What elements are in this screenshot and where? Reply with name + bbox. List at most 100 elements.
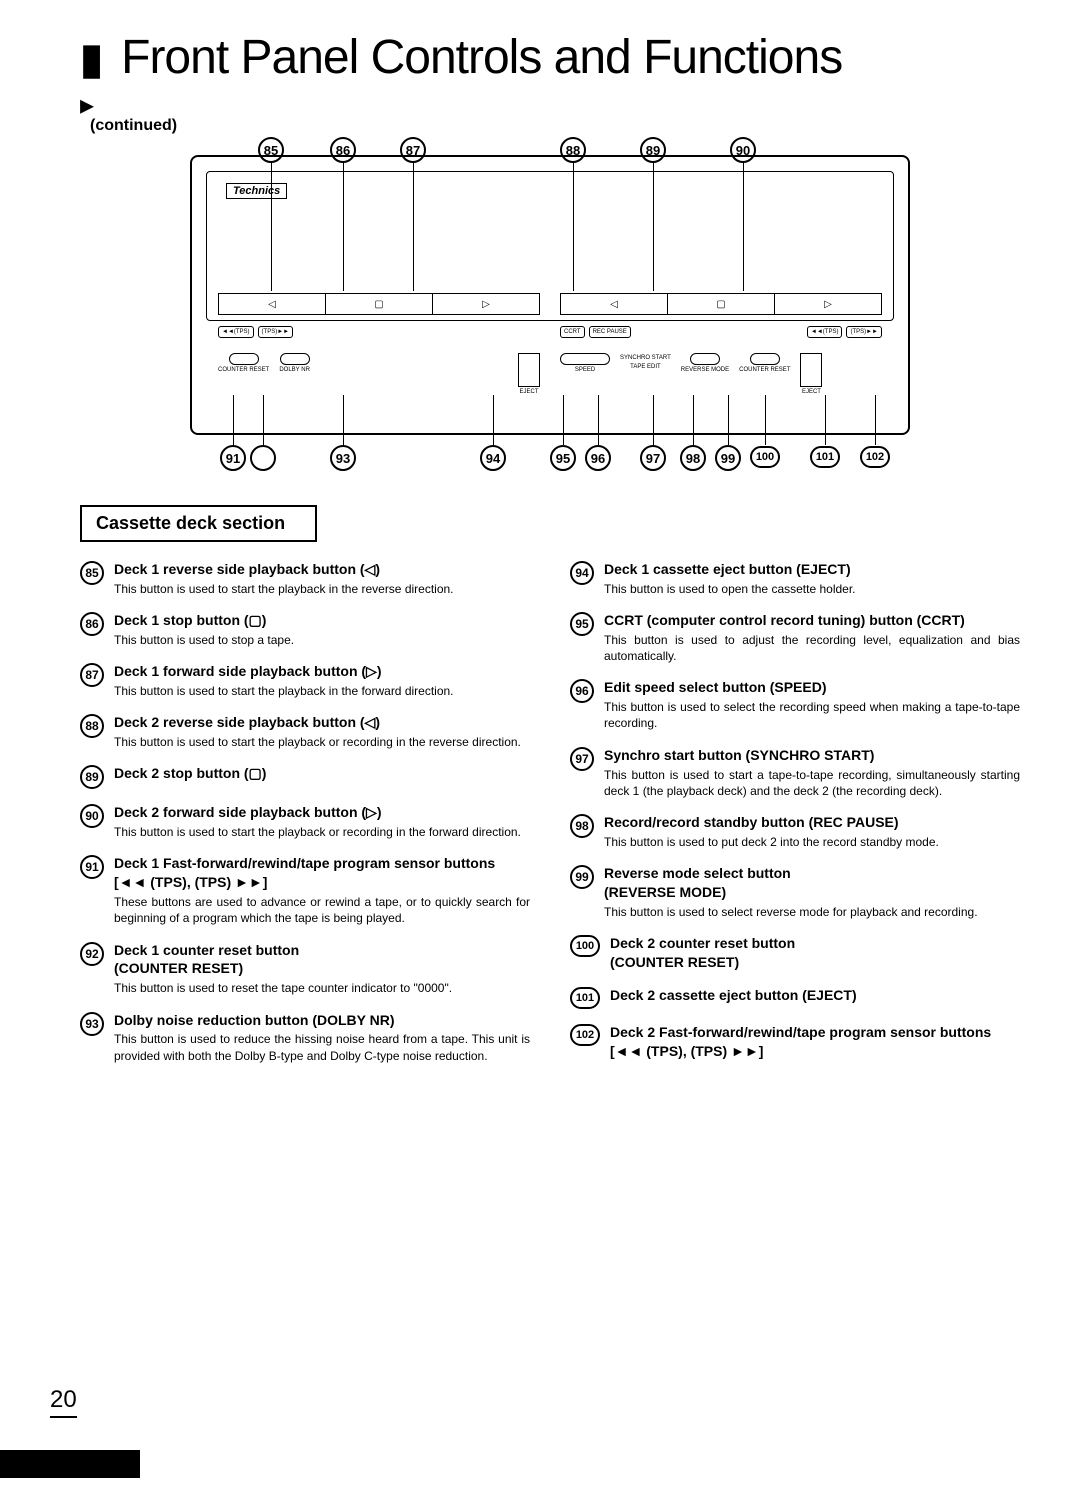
item-body: Deck 2 counter reset button (COUNTER RES…: [610, 934, 1020, 972]
item-96: 96Edit speed select button (SPEED)This b…: [570, 678, 1020, 731]
section-header: Cassette deck section: [80, 505, 317, 542]
diagram-wrap: 85 86 87 88 89 90 Technics ◁ ▢ ▷ ◁ ▢ ▷: [190, 155, 910, 435]
item-title: Deck 1 forward side playback button (▷): [114, 662, 530, 681]
columns: 85Deck 1 reverse side playback button (◁…: [80, 560, 1020, 1078]
item-body: Deck 1 Fast-forward/rewind/tape program …: [114, 854, 530, 926]
deck2-tps-ff: (TPS)►►: [846, 326, 882, 338]
item-100: 100 Deck 2 counter reset button (COUNTER …: [570, 934, 1020, 972]
counter-reset-1: COUNTER RESET: [218, 367, 269, 374]
item-number: 93: [80, 1012, 104, 1036]
item-90: 90Deck 2 forward side playback button (▷…: [80, 803, 530, 840]
item-number: 87: [80, 663, 104, 687]
item-number: 88: [80, 714, 104, 738]
deck1-tps-ff: (TPS)►►: [258, 326, 294, 338]
callout-97: 97: [640, 445, 666, 471]
item-title: Deck 2 cassette eject button (EJECT): [610, 986, 1020, 1005]
callout-102: 102: [860, 446, 890, 468]
title-row: ▮ ▸ Front Panel Controls and Functions: [80, 30, 1020, 113]
deck2-rev-icon: ◁: [560, 293, 668, 315]
item-99: 99 Reverse mode select button (REVERSE MO…: [570, 864, 1020, 920]
left-column: 85Deck 1 reverse side playback button (◁…: [80, 560, 530, 1078]
item-body: Deck 2 Fast-forward/rewind/tape program …: [610, 1023, 1020, 1061]
item-body: Deck 2 stop button (▢): [114, 764, 530, 789]
item-body: Deck 1 reverse side playback button (◁)T…: [114, 560, 530, 597]
item-title: CCRT (computer control record tuning) bu…: [604, 611, 1020, 630]
item-number: 99: [570, 865, 594, 889]
item-number: 102: [570, 1024, 600, 1046]
item-body: Reverse mode select button (REVERSE MODE…: [604, 864, 1020, 920]
deck1-tps-rew: ◄◄(TPS): [218, 326, 254, 338]
item-number: 94: [570, 561, 594, 585]
dolby-nr: DOLBY NR: [279, 367, 310, 374]
item-body: Deck 1 counter reset button (COUNTER RES…: [114, 941, 530, 997]
item-number: 95: [570, 612, 594, 636]
item-number: 89: [80, 765, 104, 789]
item-desc: This button is used to put deck 2 into t…: [604, 834, 1020, 850]
bottom-bar: [0, 1450, 140, 1478]
item-102: 102 Deck 2 Fast-forward/rewind/tape progr…: [570, 1023, 1020, 1061]
item-desc: This button is used to start the playbac…: [114, 734, 530, 750]
deck2-fwd-icon: ▷: [775, 293, 882, 315]
right-column: 94Deck 1 cassette eject button (EJECT)Th…: [570, 560, 1020, 1078]
item-body: Deck 2 cassette eject button (EJECT): [610, 986, 1020, 1009]
item-body: Dolby noise reduction button (DOLBY NR)T…: [114, 1011, 530, 1064]
item-95: 95 CCRT (computer control record tuning) …: [570, 611, 1020, 664]
item-number: 98: [570, 814, 594, 838]
deck2-stop-icon: ▢: [668, 293, 775, 315]
page-number: 20: [50, 1386, 77, 1418]
callout-95: 95: [550, 445, 576, 471]
item-title: Deck 1 stop button (▢): [114, 611, 530, 630]
item-number: 100: [570, 935, 600, 957]
item-86: 86 Deck 1 stop button (▢) This button is u…: [80, 611, 530, 648]
item-97: 97Synchro start button (SYNCHRO START)Th…: [570, 746, 1020, 799]
callout-92: [250, 445, 276, 471]
item-desc: This button is used to start a tape-to-t…: [604, 767, 1020, 799]
item-93: 93 Dolby noise reduction button (DOLBY NR…: [80, 1011, 530, 1064]
deck1-stop-icon: ▢: [326, 293, 433, 315]
callout-99: 99: [715, 445, 741, 471]
ccrt-pill: CCRT: [560, 326, 585, 338]
item-desc: This button is used to start the playbac…: [114, 683, 530, 699]
item-title: Deck 2 counter reset button (COUNTER RES…: [610, 934, 1020, 972]
item-number: 86: [80, 612, 104, 636]
item-number: 96: [570, 679, 594, 703]
item-94: 94Deck 1 cassette eject button (EJECT)Th…: [570, 560, 1020, 597]
item-desc: This button is used to reduce the hissin…: [114, 1031, 530, 1063]
title-bullet: ▮ ▸: [80, 38, 103, 113]
item-body: Record/record standby button (REC PAUSE)…: [604, 813, 1020, 850]
item-desc: This button is used to select the record…: [604, 699, 1020, 731]
tapeedit-label: TAPE EDIT: [630, 364, 661, 371]
eject-1: EJECT: [519, 389, 538, 396]
callout-101: 101: [810, 446, 840, 468]
callout-100: 100: [750, 446, 780, 468]
item-body: Deck 2 reverse side playback button (◁)T…: [114, 713, 530, 750]
transport-row: ◁ ▢ ▷ ◁ ▢ ▷: [218, 293, 882, 315]
ctrl-row: COUNTER RESET DOLBY NR EJECT SPEED SYNCH…: [218, 353, 882, 393]
item-title: Deck 2 stop button (▢): [114, 764, 530, 783]
bottom-callouts: 91 93 94 95 96 97 98 99 100 101 102: [190, 445, 910, 475]
item-number: 97: [570, 747, 594, 771]
page-title: Front Panel Controls and Functions: [121, 30, 842, 85]
eject-2: EJECT: [802, 389, 821, 396]
callout-91: 91: [220, 445, 246, 471]
item-desc: These buttons are used to advance or rew…: [114, 894, 530, 926]
speed-label: SPEED: [575, 367, 595, 374]
item-desc: This button is used to start the playbac…: [114, 824, 530, 840]
item-101: 101Deck 2 cassette eject button (EJECT): [570, 986, 1020, 1009]
item-body: Deck 2 forward side playback button (▷)T…: [114, 803, 530, 840]
item-desc: This button is used to select reverse mo…: [604, 904, 1020, 920]
item-88: 88 Deck 2 reverse side playback button (◁…: [80, 713, 530, 750]
item-body: CCRT (computer control record tuning) bu…: [604, 611, 1020, 664]
item-desc: This button is used to stop a tape.: [114, 632, 530, 648]
item-title: Reverse mode select button (REVERSE MODE…: [604, 864, 1020, 902]
callout-96: 96: [585, 445, 611, 471]
item-91: 91Deck 1 Fast-forward/rewind/tape progra…: [80, 854, 530, 926]
deck1-fwd-icon: ▷: [433, 293, 540, 315]
item-85: 85Deck 1 reverse side playback button (◁…: [80, 560, 530, 597]
item-89: 89 Deck 2 stop button (▢): [80, 764, 530, 789]
item-title: Deck 1 Fast-forward/rewind/tape program …: [114, 854, 530, 892]
deck1-rev-icon: ◁: [218, 293, 326, 315]
callout-93: 93: [330, 445, 356, 471]
item-92: 92Deck 1 counter reset button (COUNTER R…: [80, 941, 530, 997]
recpause-pill: REC PAUSE: [589, 326, 631, 338]
